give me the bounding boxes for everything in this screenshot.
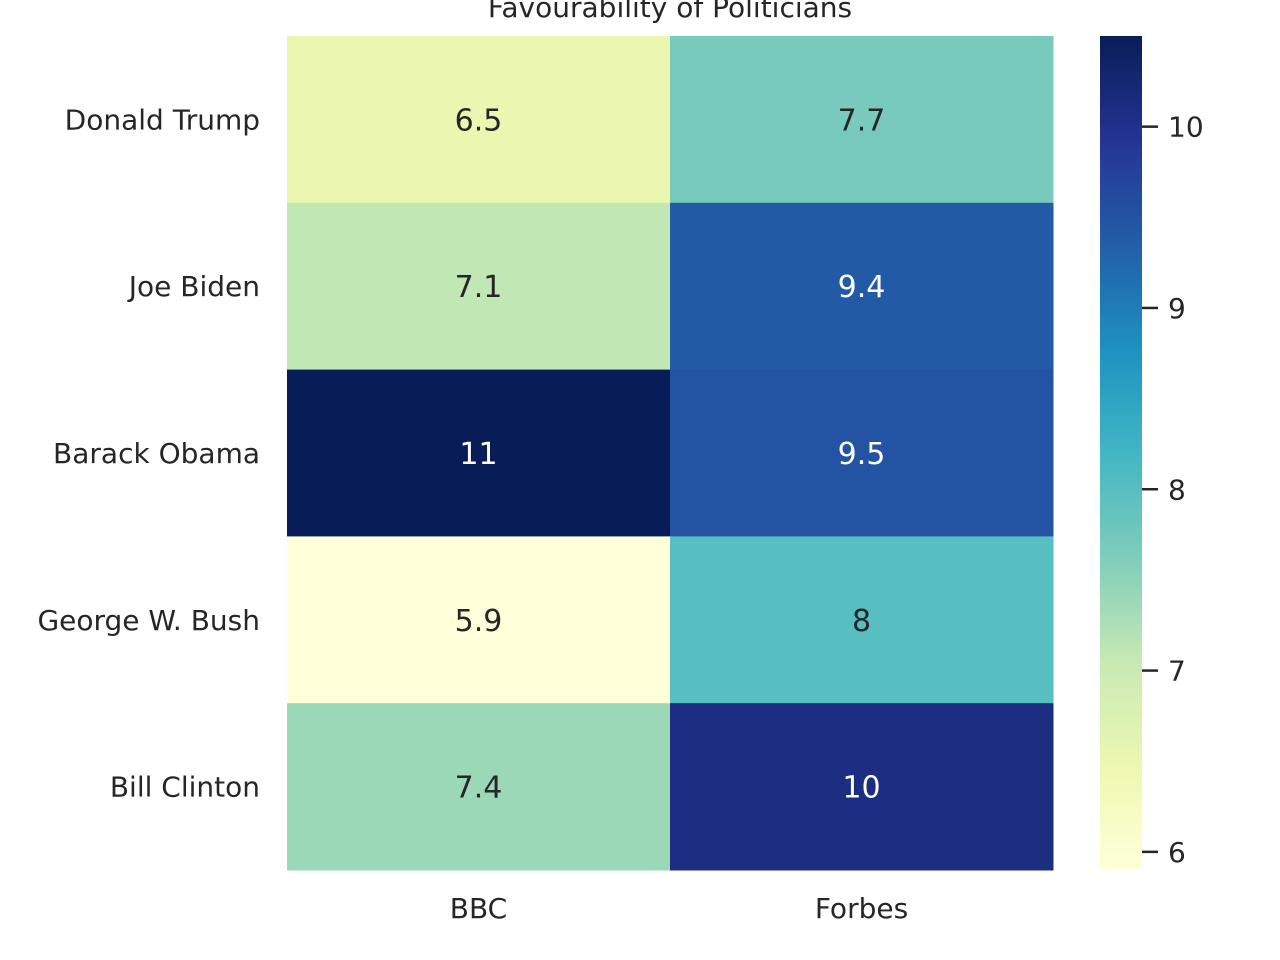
cell-annotation: 6.5 xyxy=(455,103,503,138)
colorbar-tick-label: 8 xyxy=(1168,473,1186,506)
heatmap-cell xyxy=(287,369,671,537)
cell-annotation: 9.5 xyxy=(838,437,886,472)
row-label: Bill Clinton xyxy=(110,771,260,804)
heatmap-cell xyxy=(287,703,671,871)
column-labels: BBC Forbes xyxy=(450,892,908,925)
heatmap-cell xyxy=(670,202,1054,371)
colorbar-tick-label: 10 xyxy=(1168,111,1204,144)
heatmap-cell xyxy=(287,36,671,204)
colorbar-tick-label: 6 xyxy=(1168,836,1186,869)
cell-annotation: 7.7 xyxy=(838,103,886,138)
heatmap-cell xyxy=(670,703,1054,871)
colorbar-gradient xyxy=(1100,36,1142,870)
heatmap-cell xyxy=(670,536,1054,704)
colorbar xyxy=(1100,36,1142,870)
row-labels: Donald Trump Joe Biden Barack Obama George … xyxy=(37,103,260,803)
cell-annotation: 8 xyxy=(852,604,871,639)
row-label: Barack Obama xyxy=(53,437,260,470)
colorbar-tick-label: 9 xyxy=(1168,292,1186,325)
colorbar-tick-label: 7 xyxy=(1168,655,1186,688)
heatmap-cell xyxy=(670,36,1054,204)
cell-annotation: 5.9 xyxy=(455,604,503,639)
cell-annotation: 7.4 xyxy=(455,771,503,806)
cell-annotation: 11 xyxy=(459,437,497,472)
row-label: Joe Biden xyxy=(127,270,260,303)
cell-annotation: 10 xyxy=(842,771,880,806)
column-label: BBC xyxy=(450,892,507,925)
column-label: Forbes xyxy=(815,892,908,925)
chart-title: Favourability of Politicians xyxy=(488,0,852,24)
heatmap-cell xyxy=(287,536,671,704)
row-label: George W. Bush xyxy=(37,604,260,637)
heatmap-cells: 6.5 7.7 7.1 9.4 11 9.5 5.9 8 7.4 10 xyxy=(287,36,1054,871)
row-label: Donald Trump xyxy=(65,103,260,136)
colorbar-ticks: 6 7 8 9 10 xyxy=(1142,111,1204,869)
heatmap-cell xyxy=(670,369,1054,537)
cell-annotation: 7.1 xyxy=(455,270,503,305)
heatmap-cell xyxy=(287,202,671,371)
cell-annotation: 9.4 xyxy=(838,270,886,305)
